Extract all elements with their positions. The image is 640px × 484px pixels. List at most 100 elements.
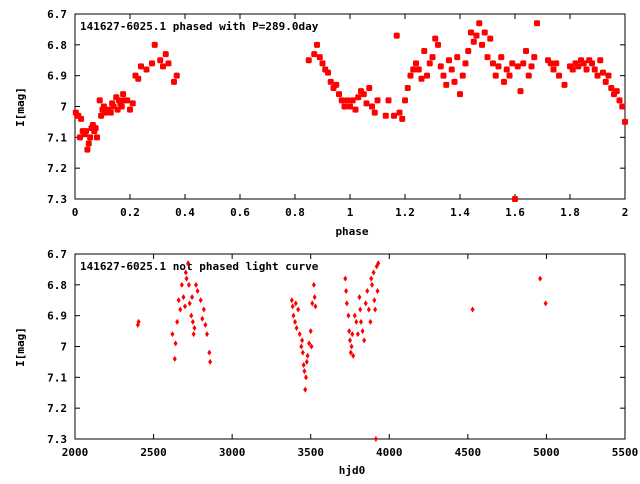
data-point [352, 312, 357, 319]
x-tick-label: 1.6 [505, 206, 525, 219]
data-point [186, 281, 191, 288]
data-point [135, 75, 142, 82]
x-tick-label: 3500 [297, 446, 324, 459]
x-tick-label: 0.8 [285, 206, 305, 219]
unphased-panel: 141627-6025.1 not phased light curve hjd… [14, 248, 638, 477]
data-point [613, 88, 620, 95]
data-point [207, 349, 212, 356]
data-point [373, 306, 378, 313]
x-tick-label: 4500 [455, 446, 482, 459]
y-tick-label: 7.1 [47, 371, 67, 384]
chart-title: 141627-6025.1 not phased light curve [80, 260, 319, 273]
data-point [514, 63, 521, 70]
data-point [382, 112, 389, 119]
data-point [523, 48, 529, 54]
data-point [289, 297, 294, 304]
data-point [608, 85, 615, 91]
data-point [344, 300, 349, 307]
data-point [492, 72, 499, 79]
data-point [591, 66, 598, 73]
data-point [498, 54, 505, 61]
data-point [316, 54, 323, 61]
x-tick-label: 2000 [62, 446, 89, 459]
data-point [543, 300, 548, 307]
data-point [208, 358, 213, 365]
data-point [481, 29, 488, 36]
x-tick-label: 1.8 [560, 206, 580, 219]
y-tick-label: 7.3 [47, 433, 67, 446]
data-point [459, 72, 466, 79]
data-point [136, 318, 141, 325]
data-point [336, 91, 342, 98]
data-point [343, 275, 348, 282]
data-point [194, 281, 198, 288]
data-point [547, 60, 554, 67]
data-point [172, 355, 177, 362]
data-point [454, 54, 461, 61]
data-point [415, 66, 422, 73]
data-point [446, 57, 452, 64]
data-point [457, 91, 463, 98]
data-point [538, 275, 543, 282]
y-tick-label: 7.2 [47, 162, 67, 175]
data-point [195, 288, 200, 294]
data-point [162, 51, 169, 58]
data-point [429, 54, 436, 61]
data-point [600, 69, 606, 76]
data-point [173, 340, 178, 347]
data-point [85, 140, 92, 147]
data-point [344, 288, 349, 294]
data-point [341, 103, 348, 110]
data-point [366, 85, 373, 91]
data-point [302, 368, 307, 375]
data-point [465, 48, 472, 54]
data-point [294, 325, 299, 331]
data-point [311, 281, 316, 288]
data-point [583, 66, 590, 73]
data-point [290, 303, 295, 310]
data-point [421, 48, 428, 54]
data-point [372, 297, 377, 304]
data-point [619, 103, 626, 110]
data-point [503, 66, 510, 73]
axes: 0 0.2 0.4 0.6 0.8 1 1.2 1.4 1.6 1.8 2 6.7 6.8 6.9 7 7.1… [47, 8, 628, 219]
x-tick-label: 5500 [612, 446, 639, 459]
data-point [479, 41, 485, 48]
data-points [72, 20, 628, 202]
data-point [534, 20, 540, 27]
data-point [531, 54, 538, 61]
data-point [304, 358, 309, 365]
data-point [376, 260, 381, 267]
data-point [192, 325, 197, 331]
data-point [187, 300, 192, 307]
data-point [183, 303, 187, 310]
data-point [308, 328, 313, 335]
data-point [358, 306, 363, 313]
data-point [352, 106, 359, 113]
y-axis-label: I[mag] [14, 87, 27, 127]
data-point [314, 41, 320, 48]
data-point [347, 103, 353, 110]
data-point [179, 281, 184, 288]
data-point [129, 100, 136, 107]
data-point [487, 35, 494, 42]
data-point [160, 63, 166, 70]
data-point [396, 109, 403, 116]
data-point [357, 294, 362, 301]
data-point [94, 134, 100, 141]
data-point [83, 128, 89, 135]
data-point [602, 78, 609, 85]
y-tick-label: 7.1 [47, 131, 67, 144]
data-point [176, 297, 181, 304]
data-point [413, 60, 419, 67]
data-point [325, 69, 331, 76]
data-point [490, 60, 496, 67]
y-tick-label: 6.8 [47, 39, 67, 52]
x-tick-label: 0.4 [175, 206, 195, 219]
axes: 2000 2500 3000 3500 4000 4500 5000 5500 6.7 6.8 6.… [47, 248, 638, 459]
data-point [476, 20, 483, 27]
data-point [410, 66, 417, 73]
data-point [301, 362, 306, 368]
